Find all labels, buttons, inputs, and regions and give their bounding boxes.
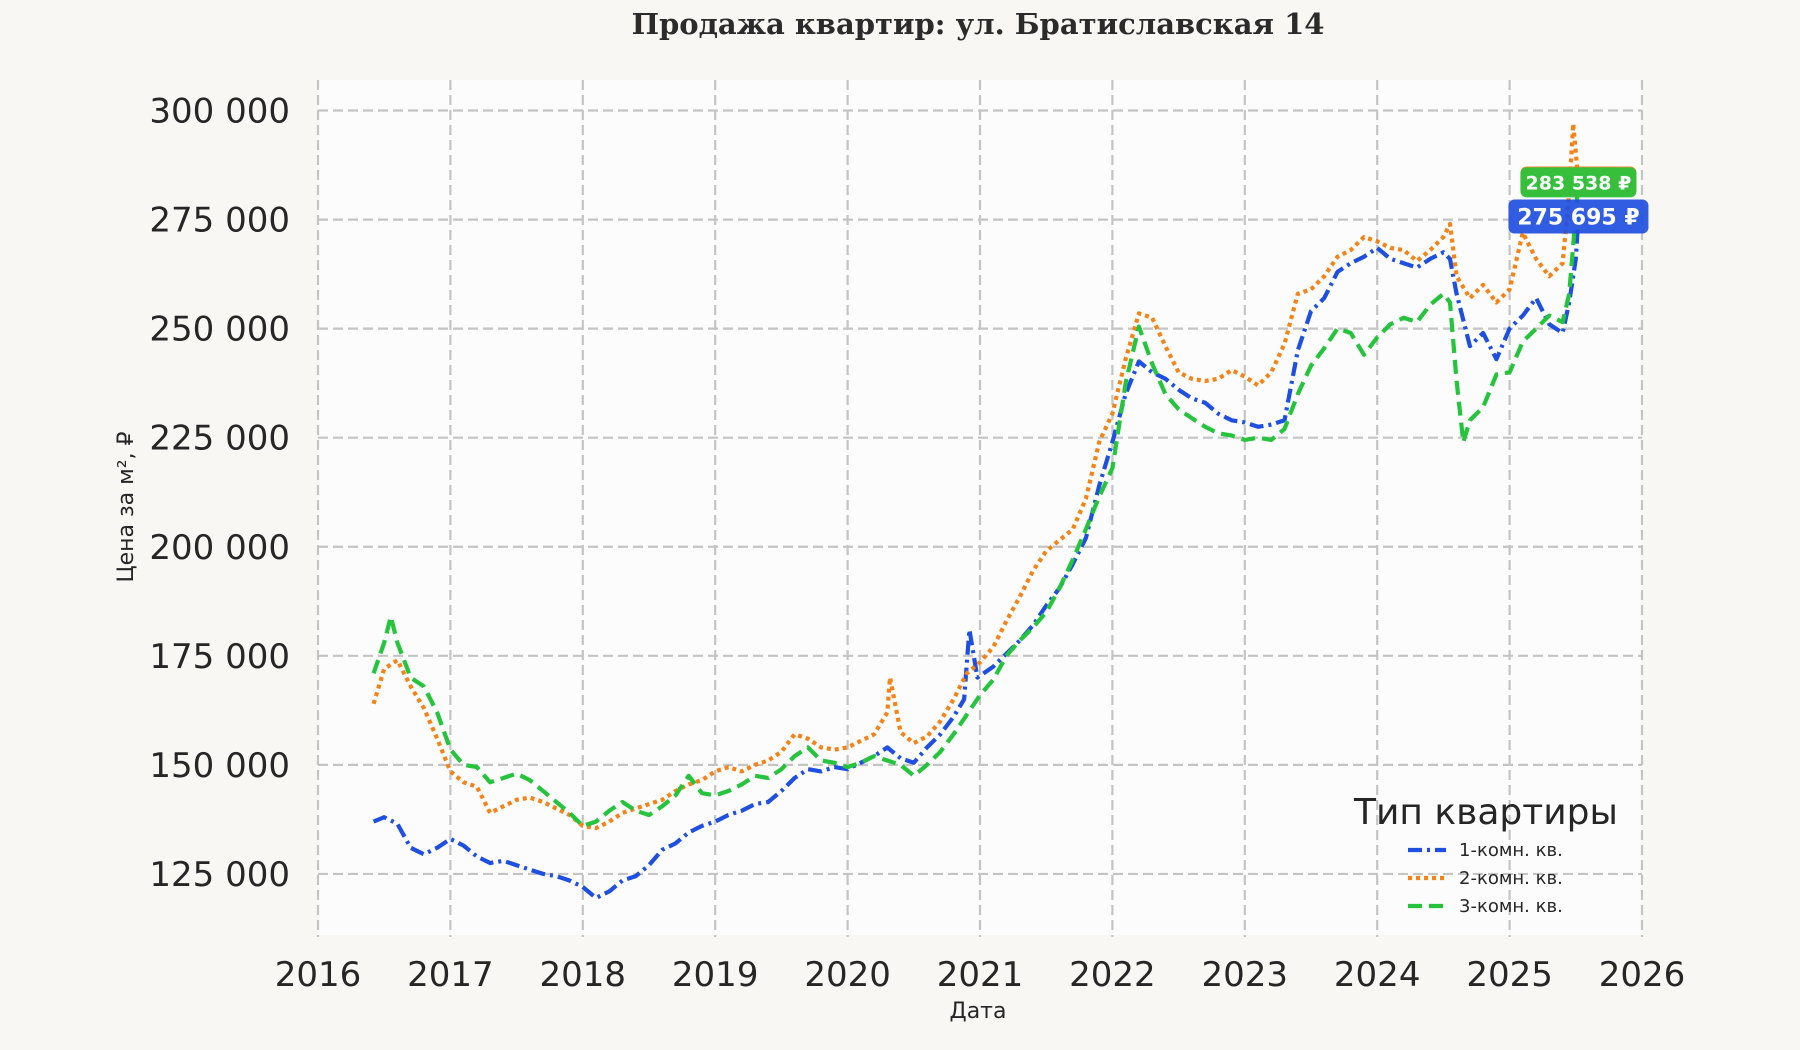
tick-labels: 2016 2017 2018 2019 2020 2021 2022 2023 2024 2025… <box>149 92 1685 995</box>
x-tick-label: 2025 <box>1466 955 1553 995</box>
x-tick-label: 2020 <box>804 955 891 995</box>
end-label-text: 283 538 ₽ <box>1526 172 1632 194</box>
legend-label: 3-комн. кв. <box>1459 896 1563 917</box>
y-tick-label: 175 000 <box>149 637 290 677</box>
y-tick-label: 275 000 <box>149 201 290 241</box>
x-tick-label: 2021 <box>937 955 1024 995</box>
legend-label: 2-комн. кв. <box>1459 868 1563 889</box>
series-line-3 <box>371 182 1581 828</box>
series-line-2 <box>371 121 1581 831</box>
end-label-badge <box>1520 167 1637 198</box>
grid <box>316 80 1644 937</box>
y-tick-label: 125 000 <box>149 855 290 895</box>
x-tick-label: 2026 <box>1599 955 1686 995</box>
end-label-badge <box>1508 199 1649 234</box>
x-tick-label: 2017 <box>407 955 494 995</box>
y-tick-label: 150 000 <box>149 746 290 786</box>
series-lines <box>371 121 1581 900</box>
y-tick-label: 250 000 <box>149 310 290 350</box>
x-tick-label: 2024 <box>1334 955 1421 995</box>
x-tick-label: 2019 <box>672 955 759 995</box>
y-axis-label: Цена за м², ₽ <box>114 431 139 582</box>
x-tick-label: 2023 <box>1202 955 1289 995</box>
legend-items: 1-комн. кв. 2-комн. кв. 3-комн. кв. <box>1408 840 1563 917</box>
x-axis-label: Дата <box>950 999 1007 1024</box>
legend-title: Тип квартиры <box>1353 792 1618 833</box>
legend-label: 1-комн. кв. <box>1459 840 1563 861</box>
end-labels: 283 731 ₽283 538 ₽275 695 ₽ <box>1508 166 1649 234</box>
x-tick-label: 2018 <box>540 955 627 995</box>
x-tick-label: 2016 <box>275 955 362 995</box>
y-tick-label: 200 000 <box>149 528 290 568</box>
chart-title: Продажа квартир: ул. Братиславская 14 <box>632 7 1325 41</box>
y-tick-label: 225 000 <box>149 419 290 459</box>
x-tick-label: 2022 <box>1069 955 1156 995</box>
legend: Тип квартиры 1-комн. кв. 2-комн. кв. 3-ком… <box>1353 792 1618 917</box>
end-label-text: 275 695 ₽ <box>1517 206 1639 231</box>
series-line-1 <box>372 216 1581 900</box>
y-tick-label: 300 000 <box>149 92 290 132</box>
